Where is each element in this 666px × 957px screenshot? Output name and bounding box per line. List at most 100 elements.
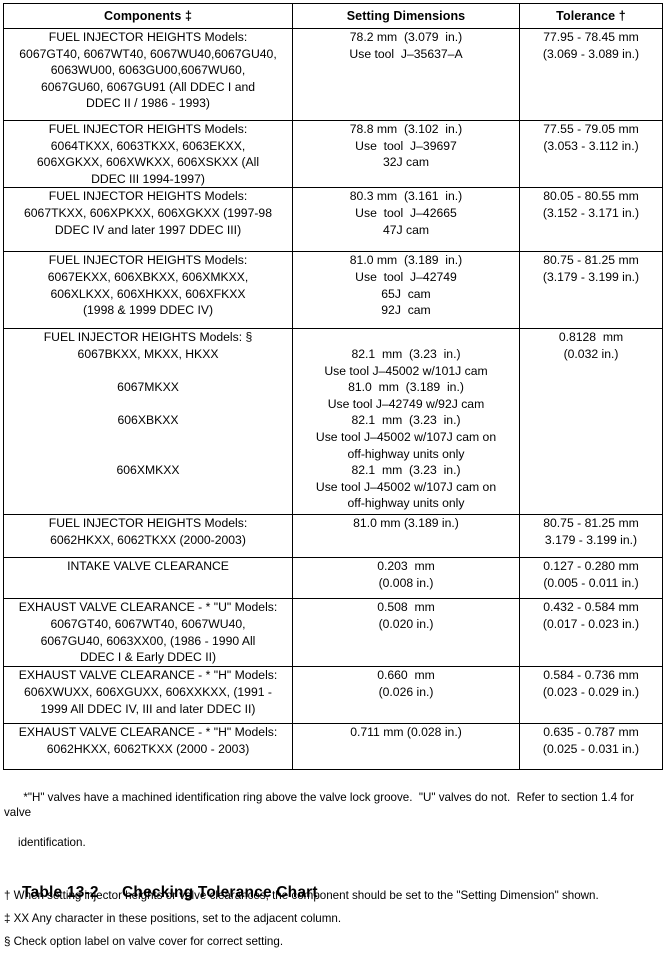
cell-tolerance: 0.432 - 0.584 mm (0.017 - 0.023 in.): [519, 598, 663, 668]
cell-line: 6067GU60, 6067GU91 (All DDEC I and: [40, 79, 256, 94]
cell-line: 0.8128 mm: [558, 330, 624, 345]
cell-line: 92J cam: [381, 303, 431, 318]
cell-line: FUEL INJECTOR HEIGHTS Models:: [48, 189, 248, 204]
cell-line: FUEL INJECTOR HEIGHTS Models:: [48, 30, 248, 44]
cell-line: (0.020 in.): [378, 616, 434, 631]
cell-line: 606XWUXX, 606XGUXX, 606XXKXX, (1991 -: [24, 684, 272, 699]
cell-line: DDEC I & Early DDEC II): [79, 650, 217, 665]
table-row: FUEL INJECTOR HEIGHTS Models: 6067GT40, 6…: [3, 28, 663, 121]
cell-line: 80.05 - 80.55 mm: [543, 189, 639, 204]
cell-components: FUEL INJECTOR HEIGHTS Models: 6067GT40, 6…: [3, 28, 293, 121]
cell-line: 1999 All DDEC IV, III and later DDEC II): [40, 701, 256, 716]
cell-line: 0.432 - 0.584 mm: [543, 600, 639, 615]
cell-setting-dimensions: 82.1 mm (3.23 in.) Use tool J–45002 w/101…: [292, 328, 520, 516]
cell-setting-dimensions: 0.508 mm (0.020 in.): [292, 598, 520, 668]
cell-tolerance: 0.8128 mm (0.032 in.): [519, 328, 663, 516]
table-caption-number: Table 13-2: [22, 884, 99, 901]
cell-line: 80.3 mm (3.161 in.): [349, 189, 463, 204]
cell-setting-dimensions: 0.711 mm (0.028 in.): [292, 723, 520, 771]
table-row: FUEL INJECTOR HEIGHTS Models: 6064TKXX, 6…: [3, 119, 663, 189]
cell-line: Use tool J–45002 w/107J cam on: [315, 479, 497, 494]
cell-line: 6062HKXX, 6062TKXX (2000-2003): [50, 532, 246, 547]
cell-line: 65J cam: [381, 286, 431, 301]
cell-line: (0.023 - 0.029 in.): [542, 684, 640, 699]
cell-line: 6067MKXX: [117, 380, 179, 395]
cell-line: Use tool J–35637–A: [349, 46, 463, 61]
cell-line: 77.55 - 79.05 mm: [543, 122, 639, 136]
cell-line: (1998 & 1999 DDEC IV): [82, 303, 214, 318]
footnote-asterisk-line1: *"H" valves have a machined identificati…: [4, 791, 638, 819]
cell-line: Use tool J–45002 w/101J cam: [324, 363, 488, 378]
cell-line: DDEC III 1994-1997): [91, 171, 205, 186]
table-row: EXHAUST VALVE CLEARANCE - * "U" Models: 6…: [3, 598, 663, 668]
cell-line: 47J cam: [382, 222, 430, 237]
cell-line: INTAKE VALVE CLEARANCE: [67, 559, 229, 574]
cell-line: 6064TKXX, 6063TKXX, 6063EKXX,: [50, 138, 246, 153]
cell-line: (0.026 in.): [378, 684, 434, 699]
table-caption-title: Checking Tolerance Chart: [122, 884, 318, 901]
table-row: FUEL INJECTOR HEIGHTS Models: 6062HKXX, 6…: [3, 514, 663, 559]
cell-line: 3.179 - 3.199 in.): [544, 532, 638, 547]
cell-line: (0.017 - 0.023 in.): [542, 616, 640, 631]
cell-line: 81.0 mm (3.189 in.): [348, 380, 464, 395]
cell-line: DDEC IV and later 1997 DDEC III): [54, 222, 242, 237]
cell-line: 606XMKXX: [116, 463, 180, 478]
cell-line: 0.203 mm: [377, 559, 435, 574]
cell-line: 82.1 mm (3.23 in.): [351, 346, 461, 361]
cell-tolerance: 80.75 - 81.25 mm (3.179 - 3.199 in.): [519, 251, 663, 330]
cell-line: 6067GT40, 6067WT40, 6067WU40,: [50, 616, 246, 631]
cell-line: FUEL INJECTOR HEIGHTS Models:: [48, 516, 248, 531]
cell-line: 82.1 mm (3.23 in.): [351, 413, 461, 428]
cell-line: 80.75 - 81.25 mm: [543, 253, 639, 268]
cell-line: 6067GU40, 6063XX00, (1986 - 1990 All: [40, 633, 256, 648]
cell-line: (0.025 - 0.031 in.): [542, 741, 640, 756]
cell-line: EXHAUST VALVE CLEARANCE - * "U" Models:: [18, 600, 278, 615]
cell-line: FUEL INJECTOR HEIGHTS Models:: [48, 253, 248, 268]
column-header-setting-dimensions: Setting Dimensions: [292, 3, 520, 29]
cell-line: DDEC II / 1986 - 1993): [86, 96, 210, 111]
cell-line: 0.660 mm: [377, 668, 435, 683]
cell-line: off-highway units only: [347, 496, 465, 511]
cell-line: 606XBKXX: [117, 413, 179, 428]
cell-line: 0.584 - 0.736 mm: [543, 668, 639, 683]
column-header-tolerance: Tolerance †: [519, 3, 663, 29]
table-body: FUEL INJECTOR HEIGHTS Models: 6067GT40, 6…: [3, 28, 663, 771]
cell-components: INTAKE VALVE CLEARANCE: [3, 557, 293, 600]
cell-line: 81.0 mm (3.189 in.): [353, 516, 459, 531]
cell-line: (0.032 in.): [563, 346, 619, 361]
cell-line: Use tool J–42749: [355, 269, 457, 284]
cell-components: FUEL INJECTOR HEIGHTS Models: 6067EKXX, 6…: [3, 251, 293, 330]
cell-line: 77.95 - 78.45 mm: [543, 30, 639, 44]
cell-line: (0.008 in.): [378, 575, 434, 590]
cell-components: EXHAUST VALVE CLEARANCE - * "H" Models: 6…: [3, 666, 293, 725]
document-page: Components ‡ Setting Dimensions Toleranc…: [3, 3, 663, 948]
cell-line: EXHAUST VALVE CLEARANCE - * "H" Models:: [18, 725, 278, 740]
table-header-row: Components ‡ Setting Dimensions Toleranc…: [3, 3, 663, 29]
cell-line: off-highway units only: [347, 446, 465, 461]
cell-components: EXHAUST VALVE CLEARANCE - * "U" Models: 6…: [3, 598, 293, 668]
cell-line: 0.635 - 0.787 mm: [543, 725, 639, 740]
cell-components: FUEL INJECTOR HEIGHTS Models: 6064TKXX, 6…: [3, 119, 293, 189]
cell-line: 6067EKXX, 606XBKXX, 606XMKXX,: [47, 269, 249, 284]
cell-setting-dimensions: 0.660 mm (0.026 in.): [292, 666, 520, 725]
cell-line: 78.8 mm (3.102 in.): [349, 122, 463, 136]
cell-line: 6062HKXX, 6062TKXX (2000 - 2003): [46, 741, 250, 756]
cell-line: 0.127 - 0.280 mm: [543, 559, 639, 574]
cell-line: EXHAUST VALVE CLEARANCE - * "H" Models:: [18, 668, 278, 683]
checking-tolerance-table: Components ‡ Setting Dimensions Toleranc…: [3, 3, 663, 771]
table-caption: Table 13-2 Checking Tolerance Chart: [4, 866, 318, 920]
cell-setting-dimensions: 0.203 mm (0.008 in.): [292, 557, 520, 600]
cell-setting-dimensions: 78.2 mm (3.079 in.) Use tool J–35637–A: [292, 28, 520, 121]
cell-line: 0.711 mm (0.028 in.): [350, 725, 462, 740]
cell-line: Use tool J–39697: [355, 138, 457, 153]
cell-components: FUEL INJECTOR HEIGHTS Models: 6062HKXX, 6…: [3, 514, 293, 559]
cell-components: FUEL INJECTOR HEIGHTS Models: 6067TKXX, 6…: [3, 187, 293, 253]
cell-components: FUEL INJECTOR HEIGHTS Models: § 6067BKXX,…: [3, 328, 293, 516]
cell-line: (3.069 - 3.089 in.): [542, 46, 640, 61]
cell-line: (3.152 - 3.171 in.): [542, 205, 640, 220]
cell-line: 32J cam: [382, 155, 430, 170]
cell-components: EXHAUST VALVE CLEARANCE - * "H" Models: 6…: [3, 723, 293, 771]
cell-tolerance: 0.584 - 0.736 mm (0.023 - 0.029 in.): [519, 666, 663, 725]
table-header: Components ‡ Setting Dimensions Toleranc…: [3, 3, 663, 29]
cell-setting-dimensions: 81.0 mm (3.189 in.): [292, 514, 520, 559]
